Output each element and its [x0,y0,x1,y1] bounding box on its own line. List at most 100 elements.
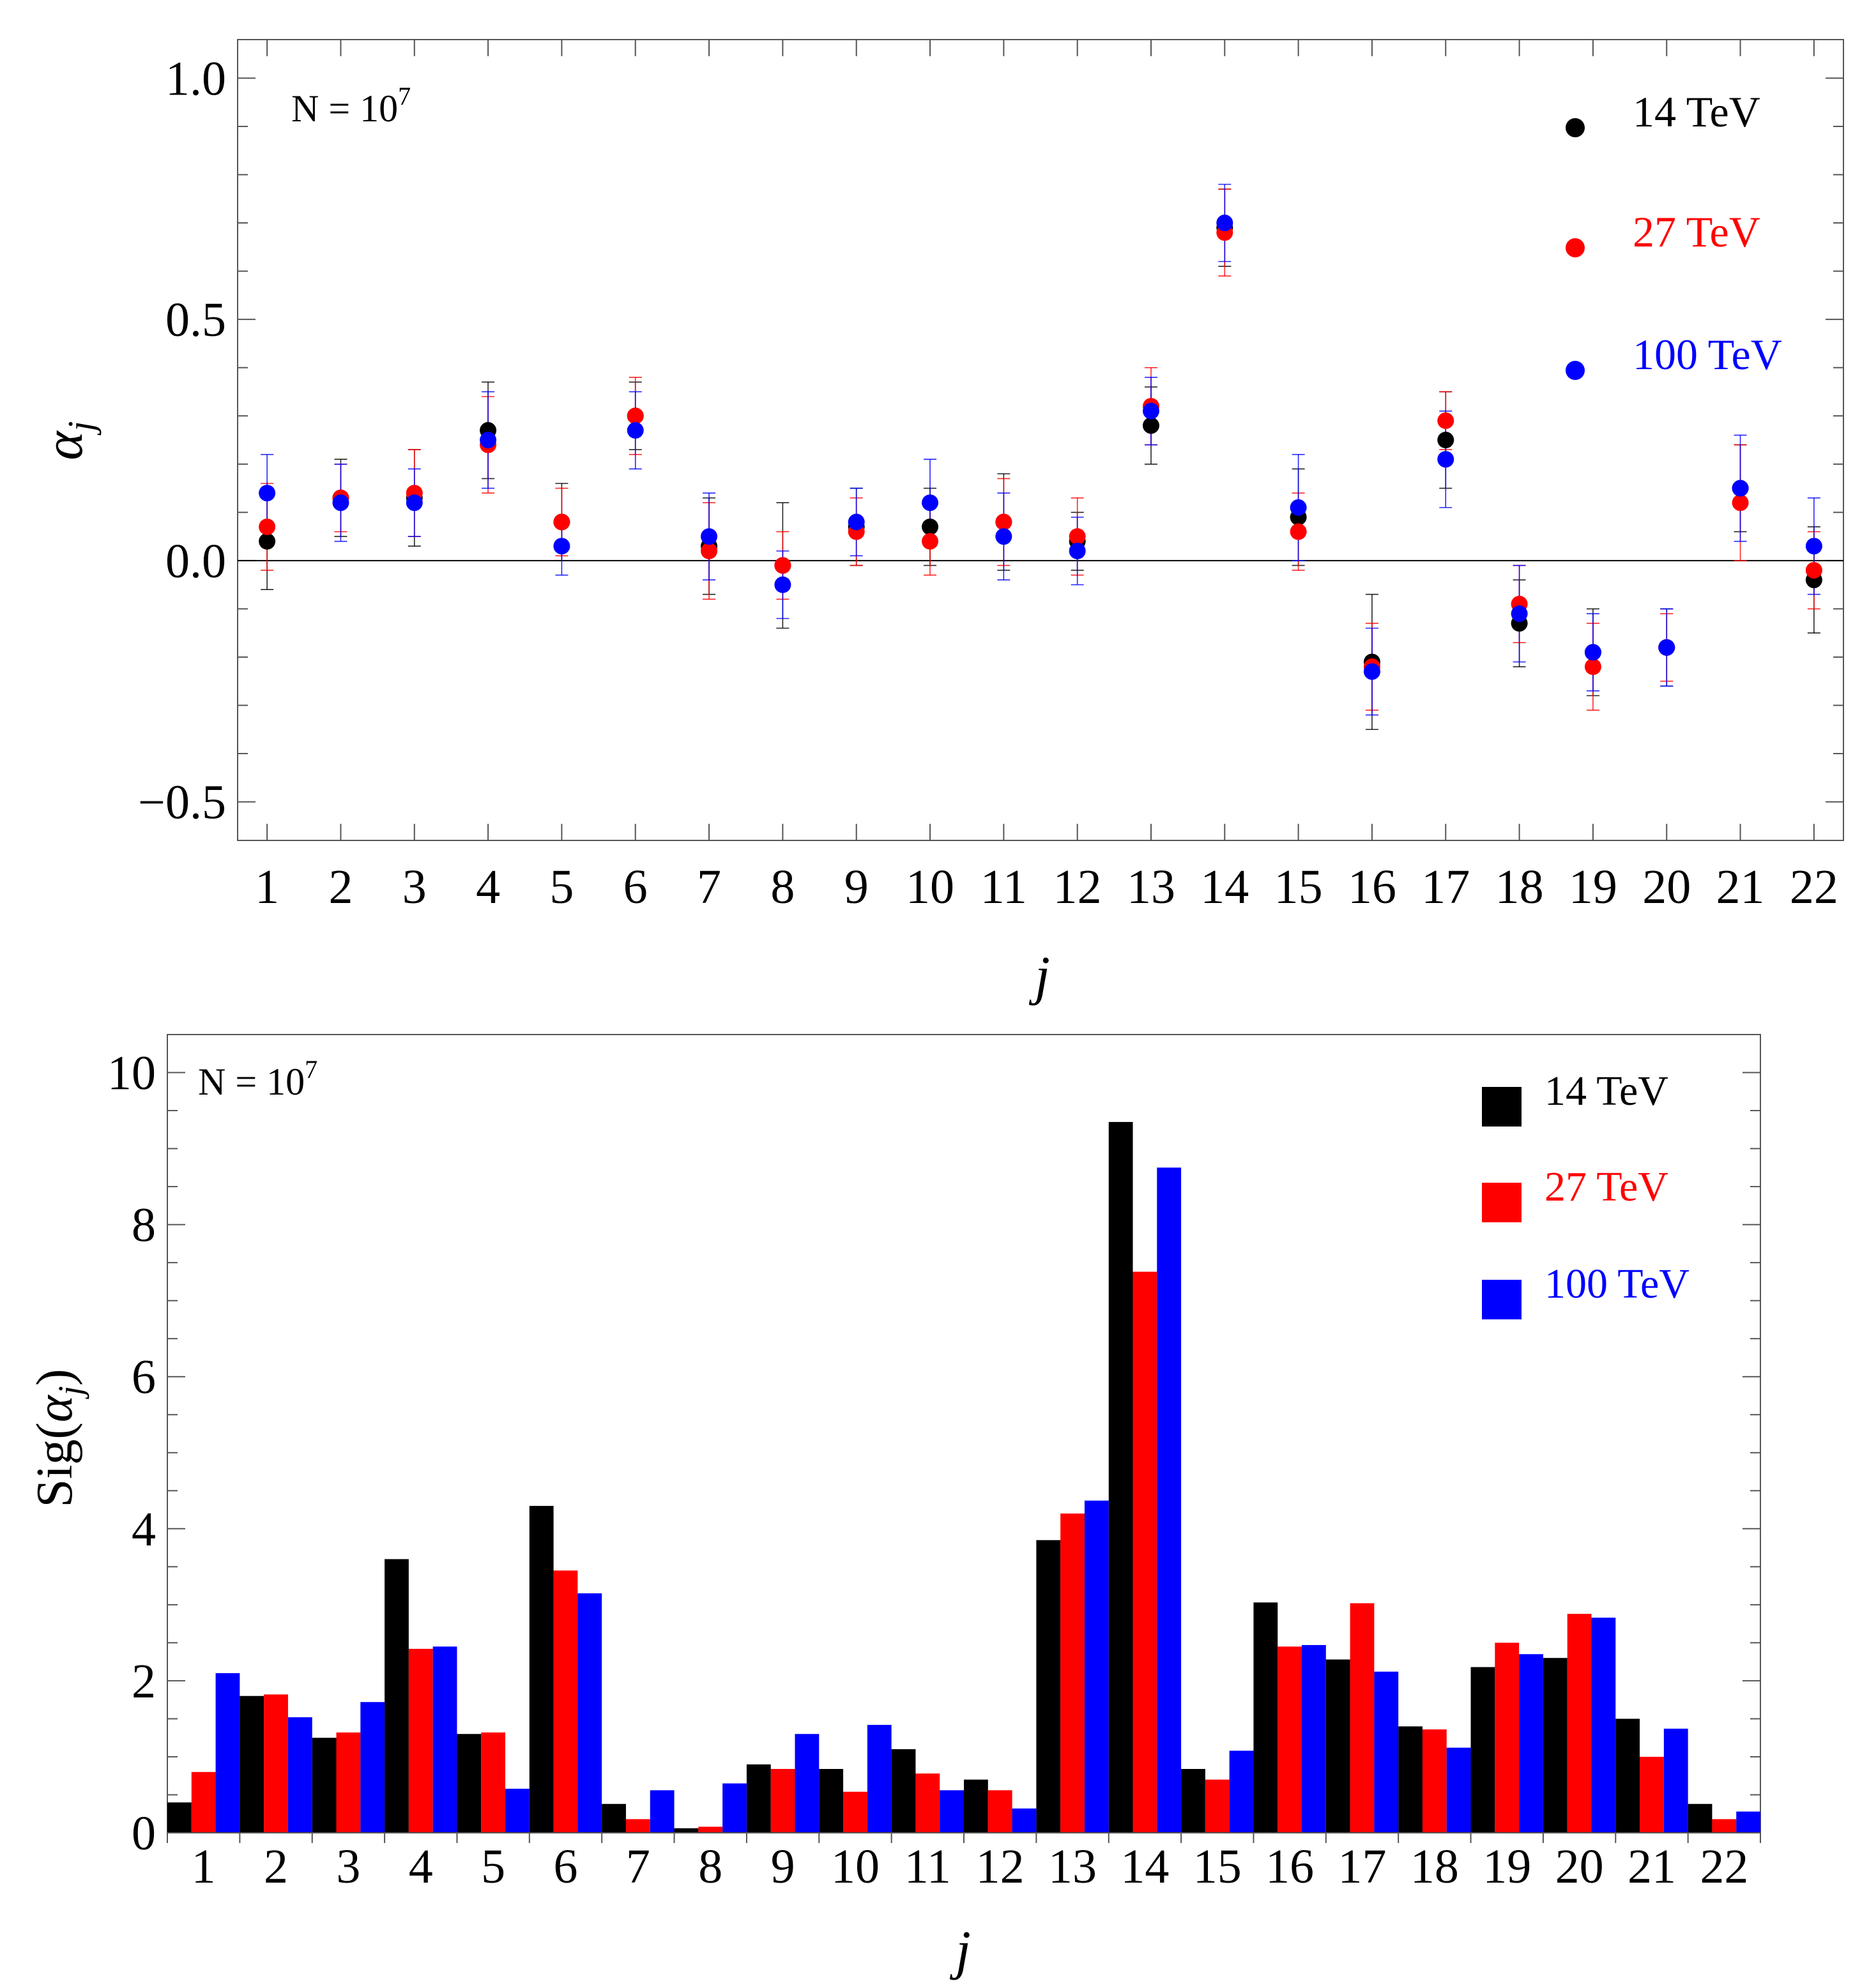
data-point [1069,528,1086,545]
y-tick-label: 8 [132,1199,156,1252]
y-tick-label: 2 [132,1655,156,1708]
bar [1615,1719,1640,1833]
x-tick-label: 4 [476,860,500,914]
data-point [1437,432,1454,448]
bar [1205,1779,1230,1833]
data-point [1805,561,1822,579]
bar [1446,1747,1471,1833]
bar [1736,1811,1760,1833]
x-tick-label: 19 [1483,1840,1531,1893]
data-point [922,518,939,535]
x-tick-label: 4 [409,1840,433,1893]
x-tick-label: 18 [1495,860,1544,914]
bar [625,1819,650,1833]
bar [457,1734,482,1833]
bar [385,1559,409,1833]
bar [746,1764,771,1833]
x-tick-label: 12 [976,1840,1025,1893]
bar [1108,1121,1133,1833]
x-tick-label: 13 [1048,1840,1097,1893]
data-point [1216,215,1233,232]
bar [1325,1659,1350,1833]
bar [505,1788,530,1833]
x-tick-label: 2 [264,1840,288,1893]
data-point [1805,538,1822,555]
data-point [774,576,791,593]
data-point [848,513,865,531]
data-point [701,528,718,545]
x-tick-label: 19 [1569,860,1617,914]
x-tick-label: 9 [771,1840,795,1893]
legend-label: 100 TeV [1633,330,1782,379]
bar [1302,1644,1326,1833]
bar [988,1790,1012,1833]
data-point [1437,412,1454,429]
data-point [1658,639,1675,656]
bar [360,1702,385,1833]
data-point [922,533,939,550]
data-point [995,528,1012,545]
data-point [1584,644,1601,661]
data-point [1511,605,1528,622]
y-tick-label: 1.0 [165,52,226,105]
data-point [259,485,276,502]
x-tick-label: 17 [1338,1840,1387,1893]
x-tick-label: 21 [1716,860,1765,914]
bar [1229,1750,1254,1833]
data-point [1732,494,1749,512]
bar [1398,1726,1423,1833]
x-tick-label: 21 [1628,1840,1676,1893]
data-point [406,494,423,512]
legend-label: 100 TeV [1545,1261,1690,1307]
y-tick-label: 0.0 [165,535,226,588]
bar [843,1791,867,1833]
bar [602,1803,626,1833]
data-point [480,432,497,448]
bar [1495,1643,1520,1833]
x-tick-label: 6 [554,1840,578,1893]
bar [1543,1658,1568,1833]
x-axis-title: j [1028,945,1050,1006]
bar [432,1646,457,1833]
bar [819,1769,844,1833]
x-tick-label: 3 [402,860,427,914]
x-tick-label: 8 [770,860,795,914]
data-point [1142,417,1159,434]
bar [1350,1603,1375,1833]
y-tick-label: −0.5 [138,776,226,830]
bar [722,1783,747,1833]
x-tick-label: 11 [980,860,1027,914]
bar [915,1773,940,1833]
data-point [1363,663,1380,680]
legend-swatch [1482,1183,1522,1222]
x-tick-label: 22 [1790,860,1838,914]
legend-label: 14 TeV [1633,87,1760,136]
data-point [774,557,791,574]
bar [1133,1271,1157,1833]
legend-marker [1566,361,1585,380]
bar [940,1790,964,1833]
data-point [627,407,644,425]
y-axis-title: Sig(αj) [27,1369,89,1507]
bar [650,1790,675,1833]
x-tick-label: 9 [844,860,869,914]
bar [1663,1728,1688,1833]
bar [240,1696,264,1833]
bar [167,1802,192,1833]
x-tick-label: 13 [1127,860,1175,914]
bar [1084,1500,1109,1833]
x-tick-label: 11 [904,1840,951,1893]
x-tick-label: 20 [1555,1840,1604,1893]
bar [1157,1167,1182,1833]
x-tick-label: 2 [328,860,353,914]
bar [577,1593,602,1833]
y-tick-label: 0 [132,1807,156,1860]
bar [481,1732,506,1833]
x-tick-label: 12 [1053,860,1102,914]
data-point [701,542,718,559]
x-tick-label: 16 [1348,860,1396,914]
bar [1712,1819,1737,1833]
bar [1640,1756,1664,1833]
